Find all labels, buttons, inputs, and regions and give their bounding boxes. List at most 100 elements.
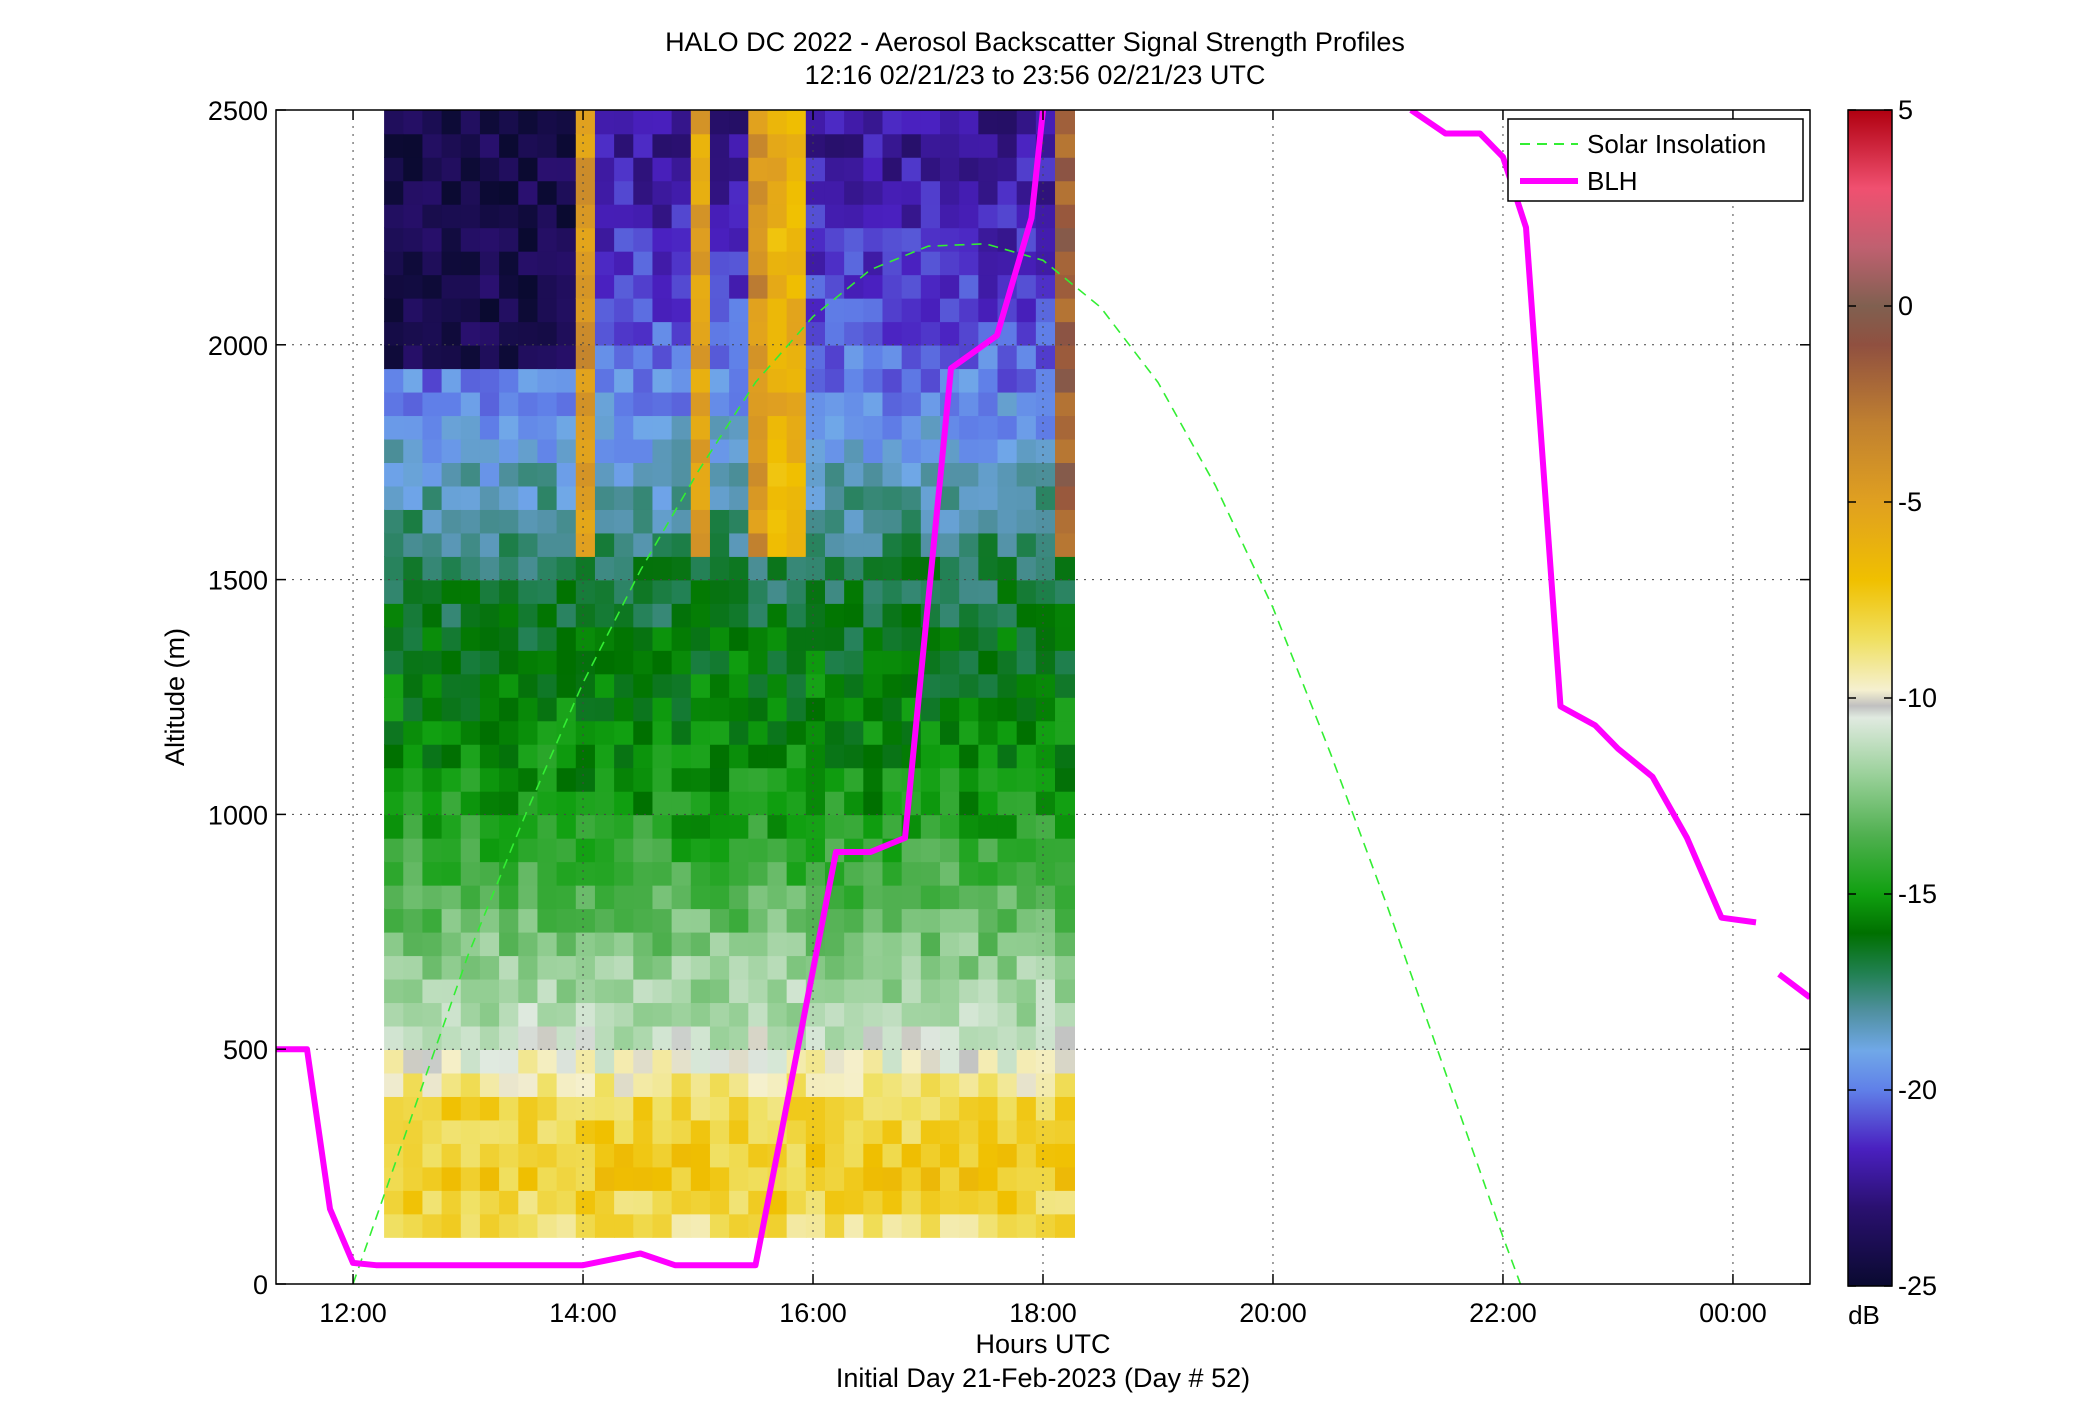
heatmap-cell (729, 203, 750, 229)
heatmap-cell (709, 391, 730, 417)
heatmap-cell (633, 978, 654, 1004)
heatmap-cell (460, 438, 481, 463)
heatmap-cell (863, 110, 884, 135)
heatmap-cell (671, 368, 692, 393)
heatmap-cell (997, 250, 1018, 276)
heatmap-cell (671, 1143, 692, 1168)
heatmap-cell (614, 1072, 635, 1097)
heatmap-cell (479, 509, 500, 534)
heatmap-cell (1016, 861, 1037, 886)
heatmap-cell (652, 1166, 673, 1191)
heatmap-cell (901, 579, 922, 604)
heatmap-cell (633, 415, 654, 440)
heatmap-cell (959, 767, 980, 792)
heatmap-cell (824, 415, 845, 440)
heatmap-cell (652, 837, 673, 863)
heatmap-cell (729, 180, 750, 205)
heatmap-cell (671, 931, 692, 957)
heatmap-cell (997, 368, 1018, 393)
heatmap-cell (479, 368, 500, 393)
heatmap-cell (824, 908, 845, 933)
heatmap-cell (767, 931, 788, 957)
heatmap-cell (748, 955, 769, 980)
heatmap-cell (422, 697, 443, 722)
heatmap-cell (575, 1190, 596, 1215)
heatmap-cell (556, 438, 577, 463)
heatmap-cell (805, 837, 826, 863)
heatmap-cell (403, 720, 424, 745)
heatmap-cell (824, 485, 845, 510)
heatmap-cell (805, 720, 826, 745)
heatmap-cell (518, 485, 539, 510)
heatmap-cell (441, 532, 462, 557)
heatmap-cell (1016, 344, 1037, 370)
heatmap-cell (1055, 626, 1075, 651)
heatmap-cell (940, 509, 960, 534)
heatmap-cell (748, 321, 769, 346)
heatmap-cell (556, 250, 577, 276)
heatmap-cell (959, 1166, 980, 1191)
heatmap-cell (556, 297, 577, 323)
heatmap-cell (1016, 955, 1037, 980)
heatmap-cell (479, 1119, 500, 1144)
heatmap-cell (690, 814, 711, 839)
heatmap-cell (748, 1190, 769, 1215)
heatmap-cell (805, 603, 826, 628)
heatmap-cell (748, 790, 769, 816)
heatmap-cell (805, 861, 826, 886)
heatmap-cell (594, 767, 615, 792)
heatmap-cell (575, 297, 596, 323)
heatmap-cell (824, 978, 845, 1004)
heatmap-cell (575, 133, 596, 158)
heatmap-cell (652, 626, 673, 651)
heatmap-cell (652, 485, 673, 510)
heatmap-cell (652, 908, 673, 933)
heatmap-cell (844, 110, 865, 135)
heatmap-cell (441, 368, 462, 393)
heatmap-cell (633, 180, 654, 205)
heatmap-cell (863, 814, 884, 839)
heatmap-cell (863, 344, 884, 370)
heatmap-cell (575, 485, 596, 510)
heatmap-cell (978, 626, 999, 651)
heatmap-cell (805, 1072, 826, 1097)
heatmap-cell (901, 532, 922, 557)
heatmap-cell (422, 1166, 443, 1191)
heatmap-cell (729, 1049, 750, 1074)
heatmap-cell (460, 790, 481, 816)
heatmap-cell (441, 1002, 462, 1027)
heatmap-cell (384, 673, 405, 698)
colorbar: 50-5-10-15-20-25 dB (1847, 95, 1937, 1330)
heatmap-cell (824, 110, 845, 135)
heatmap-cell (384, 556, 405, 581)
heatmap-cell (384, 1072, 405, 1097)
heatmap-cell (729, 720, 750, 745)
heatmap-cell (537, 415, 558, 440)
heatmap-cell (537, 180, 558, 205)
heatmap-cell (479, 110, 500, 135)
heatmap-cell (729, 931, 750, 957)
heatmap-cell (1016, 743, 1037, 769)
heatmap-cell (518, 837, 539, 863)
heatmap-cell (633, 227, 654, 252)
heatmap-cell (384, 603, 405, 628)
heatmap-cell (863, 931, 884, 957)
heatmap-cell (997, 1213, 1018, 1238)
heatmap-cell (652, 203, 673, 229)
heatmap-cell (844, 861, 865, 886)
heatmap-cell (824, 603, 845, 628)
heatmap-cell (403, 1072, 424, 1097)
heatmap-cell (499, 1119, 520, 1144)
heatmap-cell (978, 579, 999, 604)
heatmap-cell (499, 462, 520, 487)
heatmap-cell (537, 1049, 558, 1074)
heatmap-cell (690, 720, 711, 745)
heatmap-cell (690, 579, 711, 604)
heatmap-cell (479, 626, 500, 651)
heatmap-cell (1035, 579, 1056, 604)
heatmap-cell (460, 1096, 481, 1121)
heatmap-cell (537, 1143, 558, 1168)
heatmap-cell (863, 391, 884, 417)
heatmap-cell (633, 626, 654, 651)
heatmap-cell (1016, 485, 1037, 510)
